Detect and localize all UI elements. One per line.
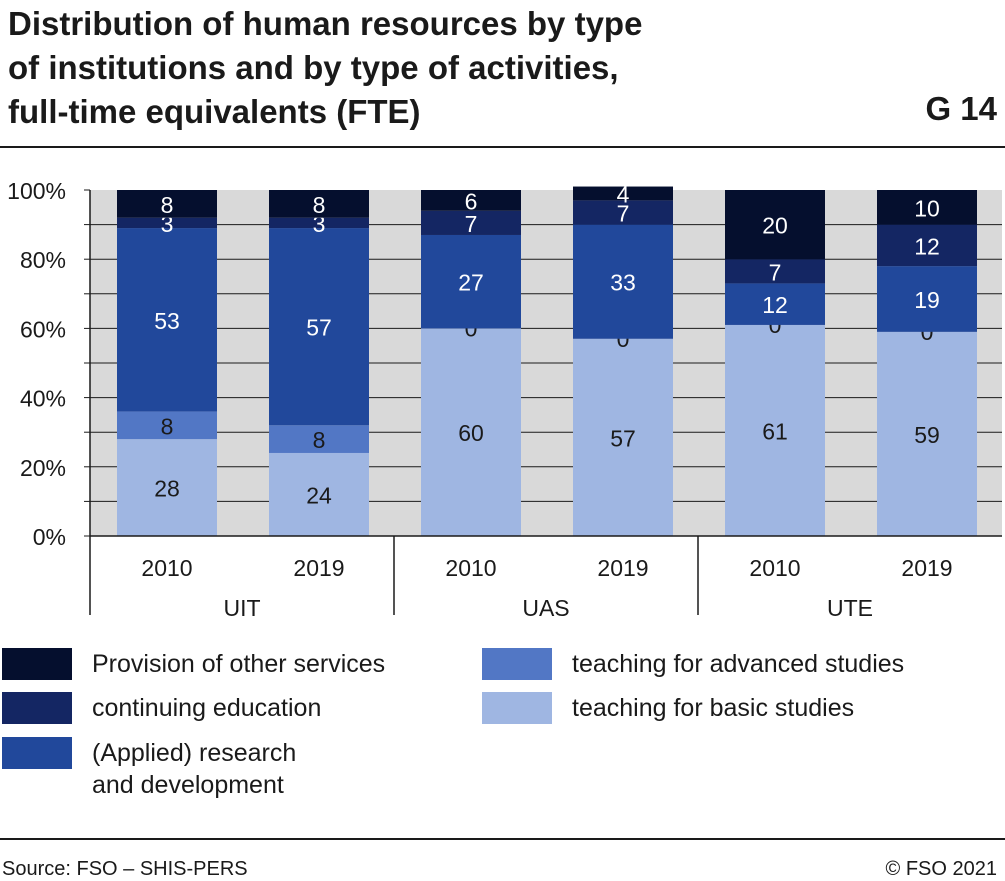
bar-segment-continuing (573, 200, 673, 225)
y-tick-label: 40% (20, 386, 66, 412)
legend-item-basic: teaching for basic studies (482, 692, 854, 724)
bar-segment-research (117, 228, 217, 412)
data-label-continuing: 7 (617, 200, 630, 226)
data-label-research: 19 (914, 287, 940, 313)
bar-segment-continuing (421, 210, 521, 235)
data-label-continuing: 7 (465, 211, 478, 237)
data-label-provision: 4 (617, 181, 630, 207)
legend-item-advanced: teaching for advanced studies (482, 648, 904, 680)
y-tick-label: 80% (20, 247, 66, 273)
y-tick-label: 100% (7, 178, 66, 204)
chart-code: G 14 (925, 90, 997, 127)
bar-segment-basic (725, 324, 825, 536)
bar-segment-continuing (117, 217, 217, 229)
bar-segment-basic (269, 452, 369, 536)
copyright-note: © FSO 2021 (885, 858, 997, 880)
data-label-provision: 8 (161, 192, 174, 218)
x-tick-label: 2019 (901, 555, 952, 581)
bar-segment-research (573, 224, 673, 339)
x-tick-label: 2010 (141, 555, 192, 581)
title-line-2: of institutions and by type of activitie… (8, 49, 619, 86)
data-label-continuing: 12 (914, 233, 940, 259)
group-label: UIT (223, 595, 260, 621)
group-label: UTE (827, 595, 873, 621)
x-tick-label: 2010 (749, 555, 800, 581)
title-line-3: full-time equivalents (FTE) (8, 93, 421, 130)
legend-label-provision: Provision of other services (92, 650, 386, 678)
data-label-research: 53 (154, 308, 180, 334)
bar-segment-provision (877, 190, 977, 225)
legend-swatch-continuing (2, 692, 72, 724)
group-label: UAS (522, 595, 569, 621)
data-label-advanced: 8 (313, 427, 326, 453)
bar-segment-provision (117, 190, 217, 218)
bar-segment-advanced (117, 411, 217, 440)
bar-segment-continuing (269, 217, 369, 229)
data-label-provision: 6 (465, 188, 478, 214)
data-label-continuing: 7 (769, 259, 782, 285)
data-label-provision: 20 (762, 213, 788, 239)
y-tick-label: 0% (33, 524, 66, 550)
data-label-basic: 61 (762, 418, 788, 444)
data-label-basic: 24 (306, 482, 332, 508)
legend-label-continuing: continuing education (92, 694, 322, 722)
legend-swatch-research (2, 737, 72, 769)
x-tick-label: 2010 (445, 555, 496, 581)
bar-segment-basic (573, 338, 673, 536)
data-label-research: 12 (762, 292, 788, 318)
bar-segment-continuing (725, 259, 825, 284)
y-tick-label: 60% (20, 316, 66, 342)
bar-segment-provision (421, 190, 521, 211)
bar-segment-provision (269, 190, 369, 218)
bar-segment-provision (725, 190, 825, 260)
legend-swatch-advanced (482, 648, 552, 680)
x-tick-label: 2019 (597, 555, 648, 581)
legend-label-advanced: teaching for advanced studies (572, 650, 905, 678)
bar-segment-advanced (269, 425, 369, 453)
stacked-bar-chart: 0%20%40%60%80%100%2885338248573860027765… (7, 178, 1002, 621)
bottom-rule (0, 838, 1005, 840)
bar-segment-research (421, 234, 521, 329)
y-tick-label: 20% (20, 455, 66, 481)
bar-segment-provision (573, 186, 673, 201)
legend-swatch-provision (2, 648, 72, 680)
data-label-basic: 59 (914, 422, 940, 448)
title-line-1: Distribution of human resources by type (8, 5, 643, 42)
legend-label-research: (Applied) research and development (92, 739, 297, 799)
legend-label-basic: teaching for basic studies (572, 694, 855, 722)
data-label-research: 57 (306, 315, 332, 341)
data-label-provision: 8 (313, 192, 326, 218)
bar-segment-research (269, 228, 369, 426)
data-label-research: 27 (458, 270, 484, 296)
x-tick-label: 2019 (293, 555, 344, 581)
legend-item-provision: Provision of other services (2, 648, 385, 680)
chart-title: Distribution of human resources by type … (8, 2, 768, 134)
bar-segment-continuing (877, 224, 977, 267)
data-label-advanced: 8 (161, 413, 174, 439)
data-label-research: 33 (610, 270, 636, 296)
legend-swatch-basic (482, 692, 552, 724)
top-rule (0, 146, 1005, 148)
bar-segment-basic (877, 331, 977, 536)
data-label-provision: 10 (914, 195, 940, 221)
legend-item-research: (Applied) research and development (2, 737, 296, 801)
data-label-basic: 60 (458, 420, 484, 446)
source-note: Source: FSO – SHIS-PERS (2, 858, 248, 880)
bar-segment-research (877, 266, 977, 332)
bar-segment-research (725, 283, 825, 325)
bar-segment-basic (117, 439, 217, 536)
data-label-basic: 57 (610, 425, 636, 451)
data-label-basic: 28 (154, 476, 180, 502)
bar-segment-basic (421, 328, 521, 536)
legend-item-continuing: continuing education (2, 692, 321, 724)
